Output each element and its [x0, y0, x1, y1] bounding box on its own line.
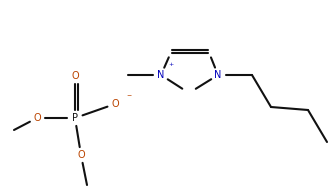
Text: O: O	[111, 99, 119, 109]
Text: O: O	[77, 150, 85, 160]
Text: P: P	[72, 113, 78, 123]
Text: −: −	[126, 93, 132, 98]
Text: +: +	[168, 63, 174, 68]
Text: O: O	[71, 71, 79, 81]
Text: N: N	[214, 70, 222, 80]
Text: O: O	[33, 113, 41, 123]
Text: N: N	[157, 70, 165, 80]
